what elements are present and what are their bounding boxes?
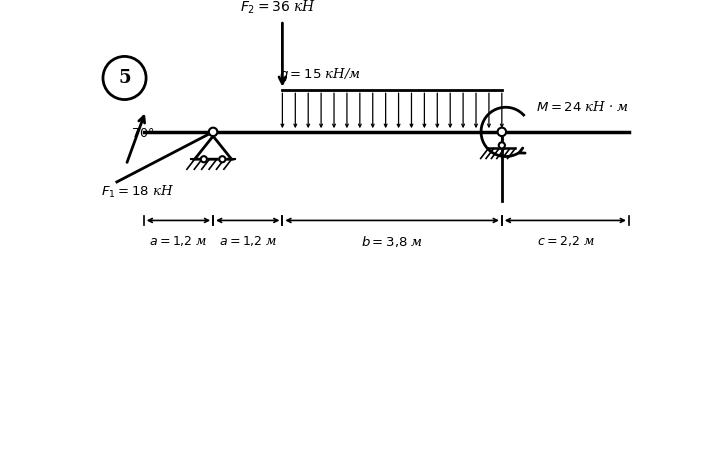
- Text: $M = 24$ кН · м: $M = 24$ кН · м: [537, 100, 630, 114]
- Circle shape: [498, 142, 505, 148]
- Circle shape: [209, 128, 217, 136]
- Text: 70°: 70°: [133, 127, 154, 140]
- Text: $a = 1{,}2$ м: $a = 1{,}2$ м: [149, 235, 208, 249]
- Text: $b = 3{,}8$ м: $b = 3{,}8$ м: [361, 235, 423, 249]
- Circle shape: [201, 156, 207, 162]
- Text: $a = 1{,}2$ м: $a = 1{,}2$ м: [219, 235, 277, 249]
- Circle shape: [209, 128, 217, 136]
- Text: $F_1 = 18$ кН: $F_1 = 18$ кН: [102, 184, 174, 200]
- Text: $F_2 = 36$ кН: $F_2 = 36$ кН: [240, 0, 317, 16]
- Circle shape: [219, 156, 226, 162]
- Text: $c = 2{,}2$ м: $c = 2{,}2$ м: [537, 235, 594, 249]
- Circle shape: [498, 128, 506, 136]
- Text: 5: 5: [118, 69, 131, 87]
- Text: $q = 15$ кН/м: $q = 15$ кН/м: [278, 66, 360, 83]
